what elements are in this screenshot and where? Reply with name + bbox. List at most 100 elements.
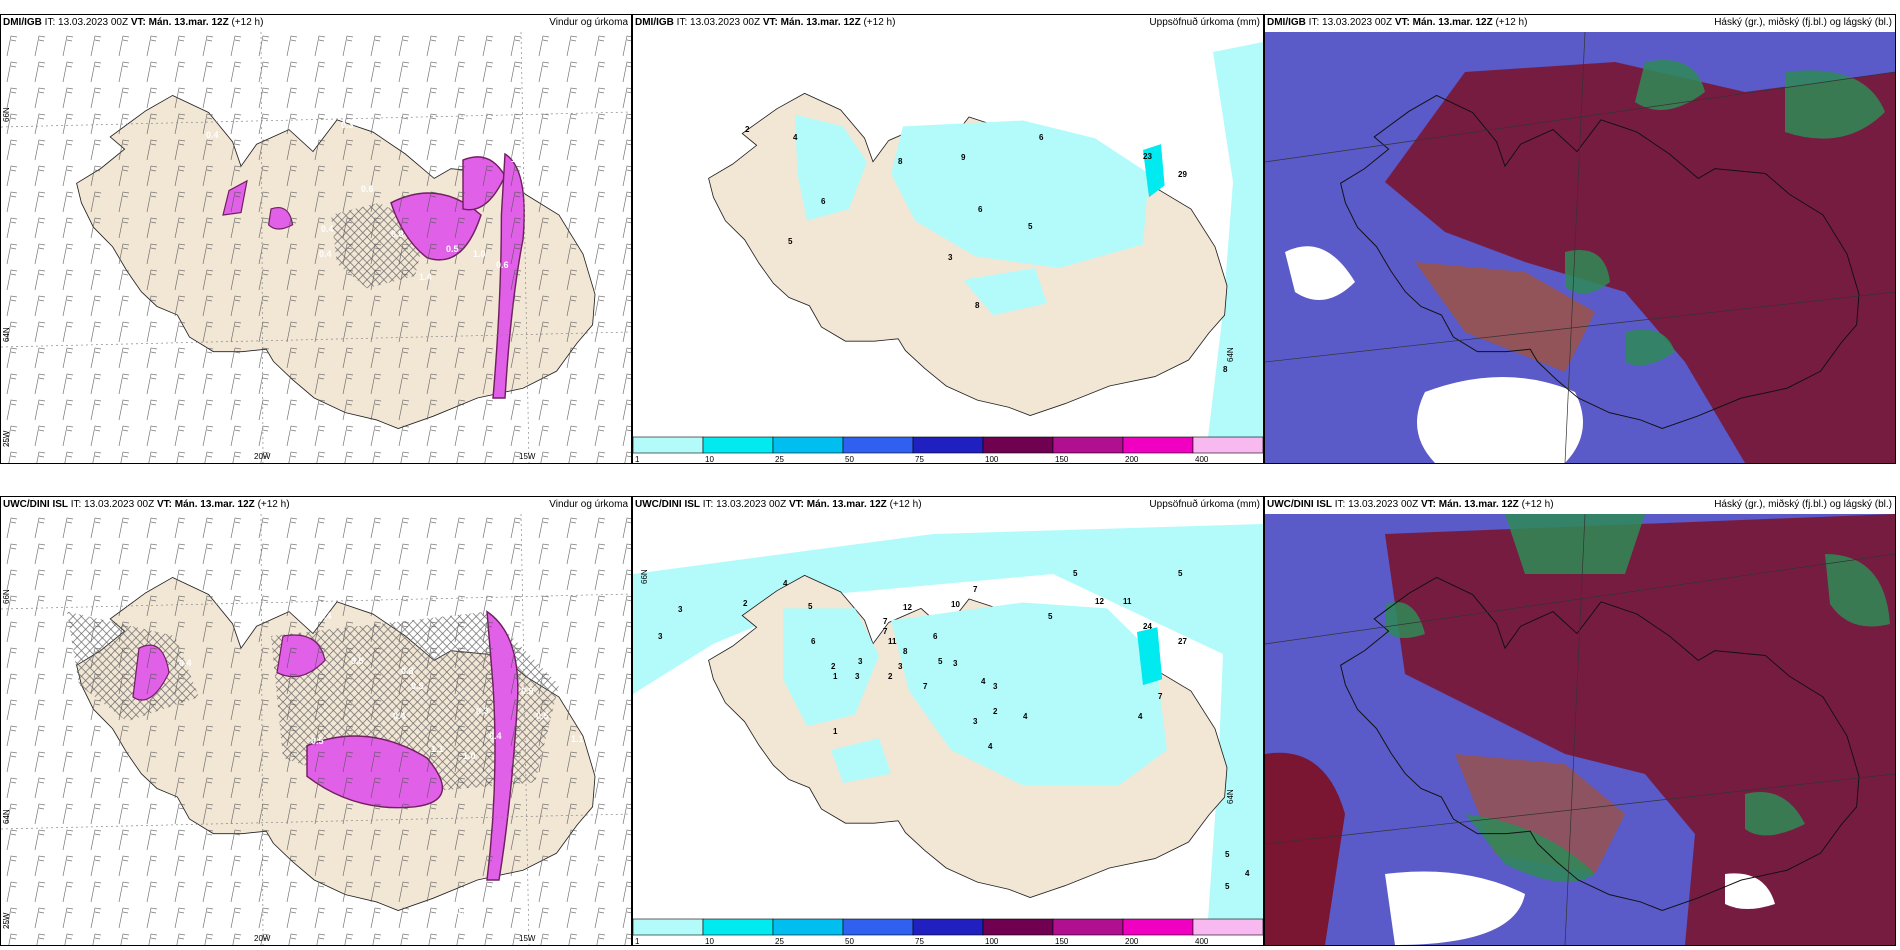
precip-label: 0.3 <box>476 706 489 716</box>
precip-label: 12 <box>1095 597 1104 606</box>
model-name: UWC/DINI ISL <box>1267 499 1332 510</box>
colorbar-tick-label: 25 <box>775 937 784 945</box>
model-name: DMI/IGB <box>635 17 674 28</box>
colorbar-swatch <box>1122 918 1194 936</box>
precip-label: 0.5 <box>456 906 469 916</box>
precip-label: 0.5 <box>351 656 364 666</box>
precip-label: 5 <box>1028 222 1033 231</box>
colorbar-tick-label: 1 <box>635 455 640 463</box>
precip-label: 1.0 <box>463 751 476 761</box>
colorbar-swatch <box>982 918 1054 936</box>
vt-value: Mán. 13.mar. 12Z <box>174 499 255 510</box>
precip-label: 1.4 <box>419 272 432 282</box>
vt-value: Mán. 13.mar. 12Z <box>1438 499 1519 510</box>
precip-label: 1 <box>833 727 838 736</box>
precip-label: 23 <box>1143 152 1152 161</box>
panel-title: Háský (gr.), miðský (fj.bl.) og lágský (… <box>1714 499 1892 510</box>
cloud-map <box>1265 514 1895 945</box>
colorbar-swatch <box>842 436 914 454</box>
precip-label: 0.6 <box>361 184 374 194</box>
model-name: UWC/DINI ISL <box>635 499 700 510</box>
precip-label: 4 <box>1023 712 1028 721</box>
lat-label: 64N <box>1226 347 1235 362</box>
colorbar-swatch <box>1052 436 1124 454</box>
precip-area <box>891 602 1167 786</box>
precip-area <box>783 608 879 727</box>
colorbar-tick-label: 50 <box>845 455 854 463</box>
precip-label: 0.9 <box>521 686 534 696</box>
vt-label: VT: <box>156 499 172 510</box>
precip-label: 4 <box>981 677 986 686</box>
precip-label: 1.1 <box>431 744 444 754</box>
colorbar-tick-label: 10 <box>705 937 714 945</box>
precip-label: 1.9 <box>511 154 524 164</box>
precip-label: 8 <box>1223 365 1228 374</box>
wind-barbs <box>1 514 631 945</box>
precip-label: 2 <box>831 662 836 671</box>
colorbar-tick-label: 400 <box>1195 455 1209 463</box>
precip-label: 5 <box>938 657 943 666</box>
precip-sea-area <box>1208 42 1263 437</box>
colorbar-tick-label: 200 <box>1125 937 1139 945</box>
lat-label: 66N <box>640 569 649 584</box>
precip-label: 2.8 <box>546 172 559 182</box>
colorbar-swatch <box>633 918 704 936</box>
panel-accum-precip-dmi: DMI/IGB IT: 13.03.2023 00Z VT: Mán. 13.m… <box>632 14 1264 464</box>
precip-label: 24 <box>1143 622 1152 631</box>
panel-title: Uppsöfnuð úrkoma (mm) <box>1149 499 1260 510</box>
precip-label: 3 <box>658 632 663 641</box>
precip-label: 3 <box>993 682 998 691</box>
it-value: 13.03.2023 00Z <box>1322 17 1393 28</box>
precip-label: 3 <box>855 672 860 681</box>
vt-label: VT: <box>1420 499 1436 510</box>
precip-label: 0.3 <box>341 120 354 130</box>
lead-time: (+12 h) <box>1521 499 1554 510</box>
precip-label: 3 <box>953 659 958 668</box>
colorbar-swatch <box>702 436 774 454</box>
colorbar-swatch <box>912 918 984 936</box>
colorbar-swatch <box>772 436 844 454</box>
precip-label: 0.5 <box>536 711 549 721</box>
colorbar-tick-label: 150 <box>1055 937 1069 945</box>
lat-label: 64N <box>2 327 11 342</box>
precip-area <box>891 120 1149 269</box>
colorbar-swatch <box>702 918 774 936</box>
precip-label: 6 <box>1039 133 1044 142</box>
precip-label: 0.5 <box>446 244 459 254</box>
precip-label: 6 <box>821 197 826 206</box>
lead-time: (+12 h) <box>257 499 290 510</box>
precip-label: 0.6 <box>496 260 509 270</box>
panel-header: UWC/DINI ISL IT: 13.03.2023 00Z VT: Mán.… <box>633 497 1263 513</box>
precip-label: 0.4 <box>321 224 334 234</box>
vt-label: VT: <box>762 17 778 28</box>
precip-label: 3 <box>948 253 953 262</box>
panel-title: Vindur og úrkoma <box>549 499 628 510</box>
precip-label: 7 <box>883 617 888 626</box>
lead-time: (+12 h) <box>863 17 896 28</box>
it-value: 13.03.2023 00Z <box>690 17 761 28</box>
it-value: 13.03.2023 00Z <box>1348 499 1419 510</box>
precip-label: 6 <box>978 205 983 214</box>
precip-colorbar: 1 10 25 50 75 100 150 200 400 <box>633 918 1263 945</box>
precip-label: 1.0 <box>473 249 486 259</box>
lat-label: 64N <box>1226 789 1235 804</box>
precip-label: 2 <box>888 672 893 681</box>
clear-area <box>1285 246 1583 463</box>
clear-area <box>1385 871 1775 945</box>
precip-label: 5 <box>1048 612 1053 621</box>
panel-accum-precip-uwc: UWC/DINI ISL IT: 13.03.2023 00Z VT: Mán.… <box>632 496 1264 946</box>
it-label: IT: <box>676 17 688 28</box>
precip-label: 9 <box>961 153 966 162</box>
colorbar-tick-label: 100 <box>985 455 999 463</box>
lon-label: 15W <box>519 452 536 461</box>
mid-cloud-area <box>1385 514 1895 945</box>
precip-label: 10 <box>951 600 960 609</box>
precip-label: 3.8 <box>586 856 599 866</box>
wind-precip-map: 66N 64N 25W 20W 15W 0.5 0.4 0.4 0.5 0.4 … <box>1 514 631 945</box>
precip-label: 29 <box>1178 170 1187 179</box>
precip-sea-area <box>633 524 1263 919</box>
precip-label: 0.6 <box>461 581 474 591</box>
lead-time: (+12 h) <box>231 17 264 28</box>
precip-label: 0.4 <box>319 611 332 621</box>
lead-time: (+12 h) <box>889 499 922 510</box>
